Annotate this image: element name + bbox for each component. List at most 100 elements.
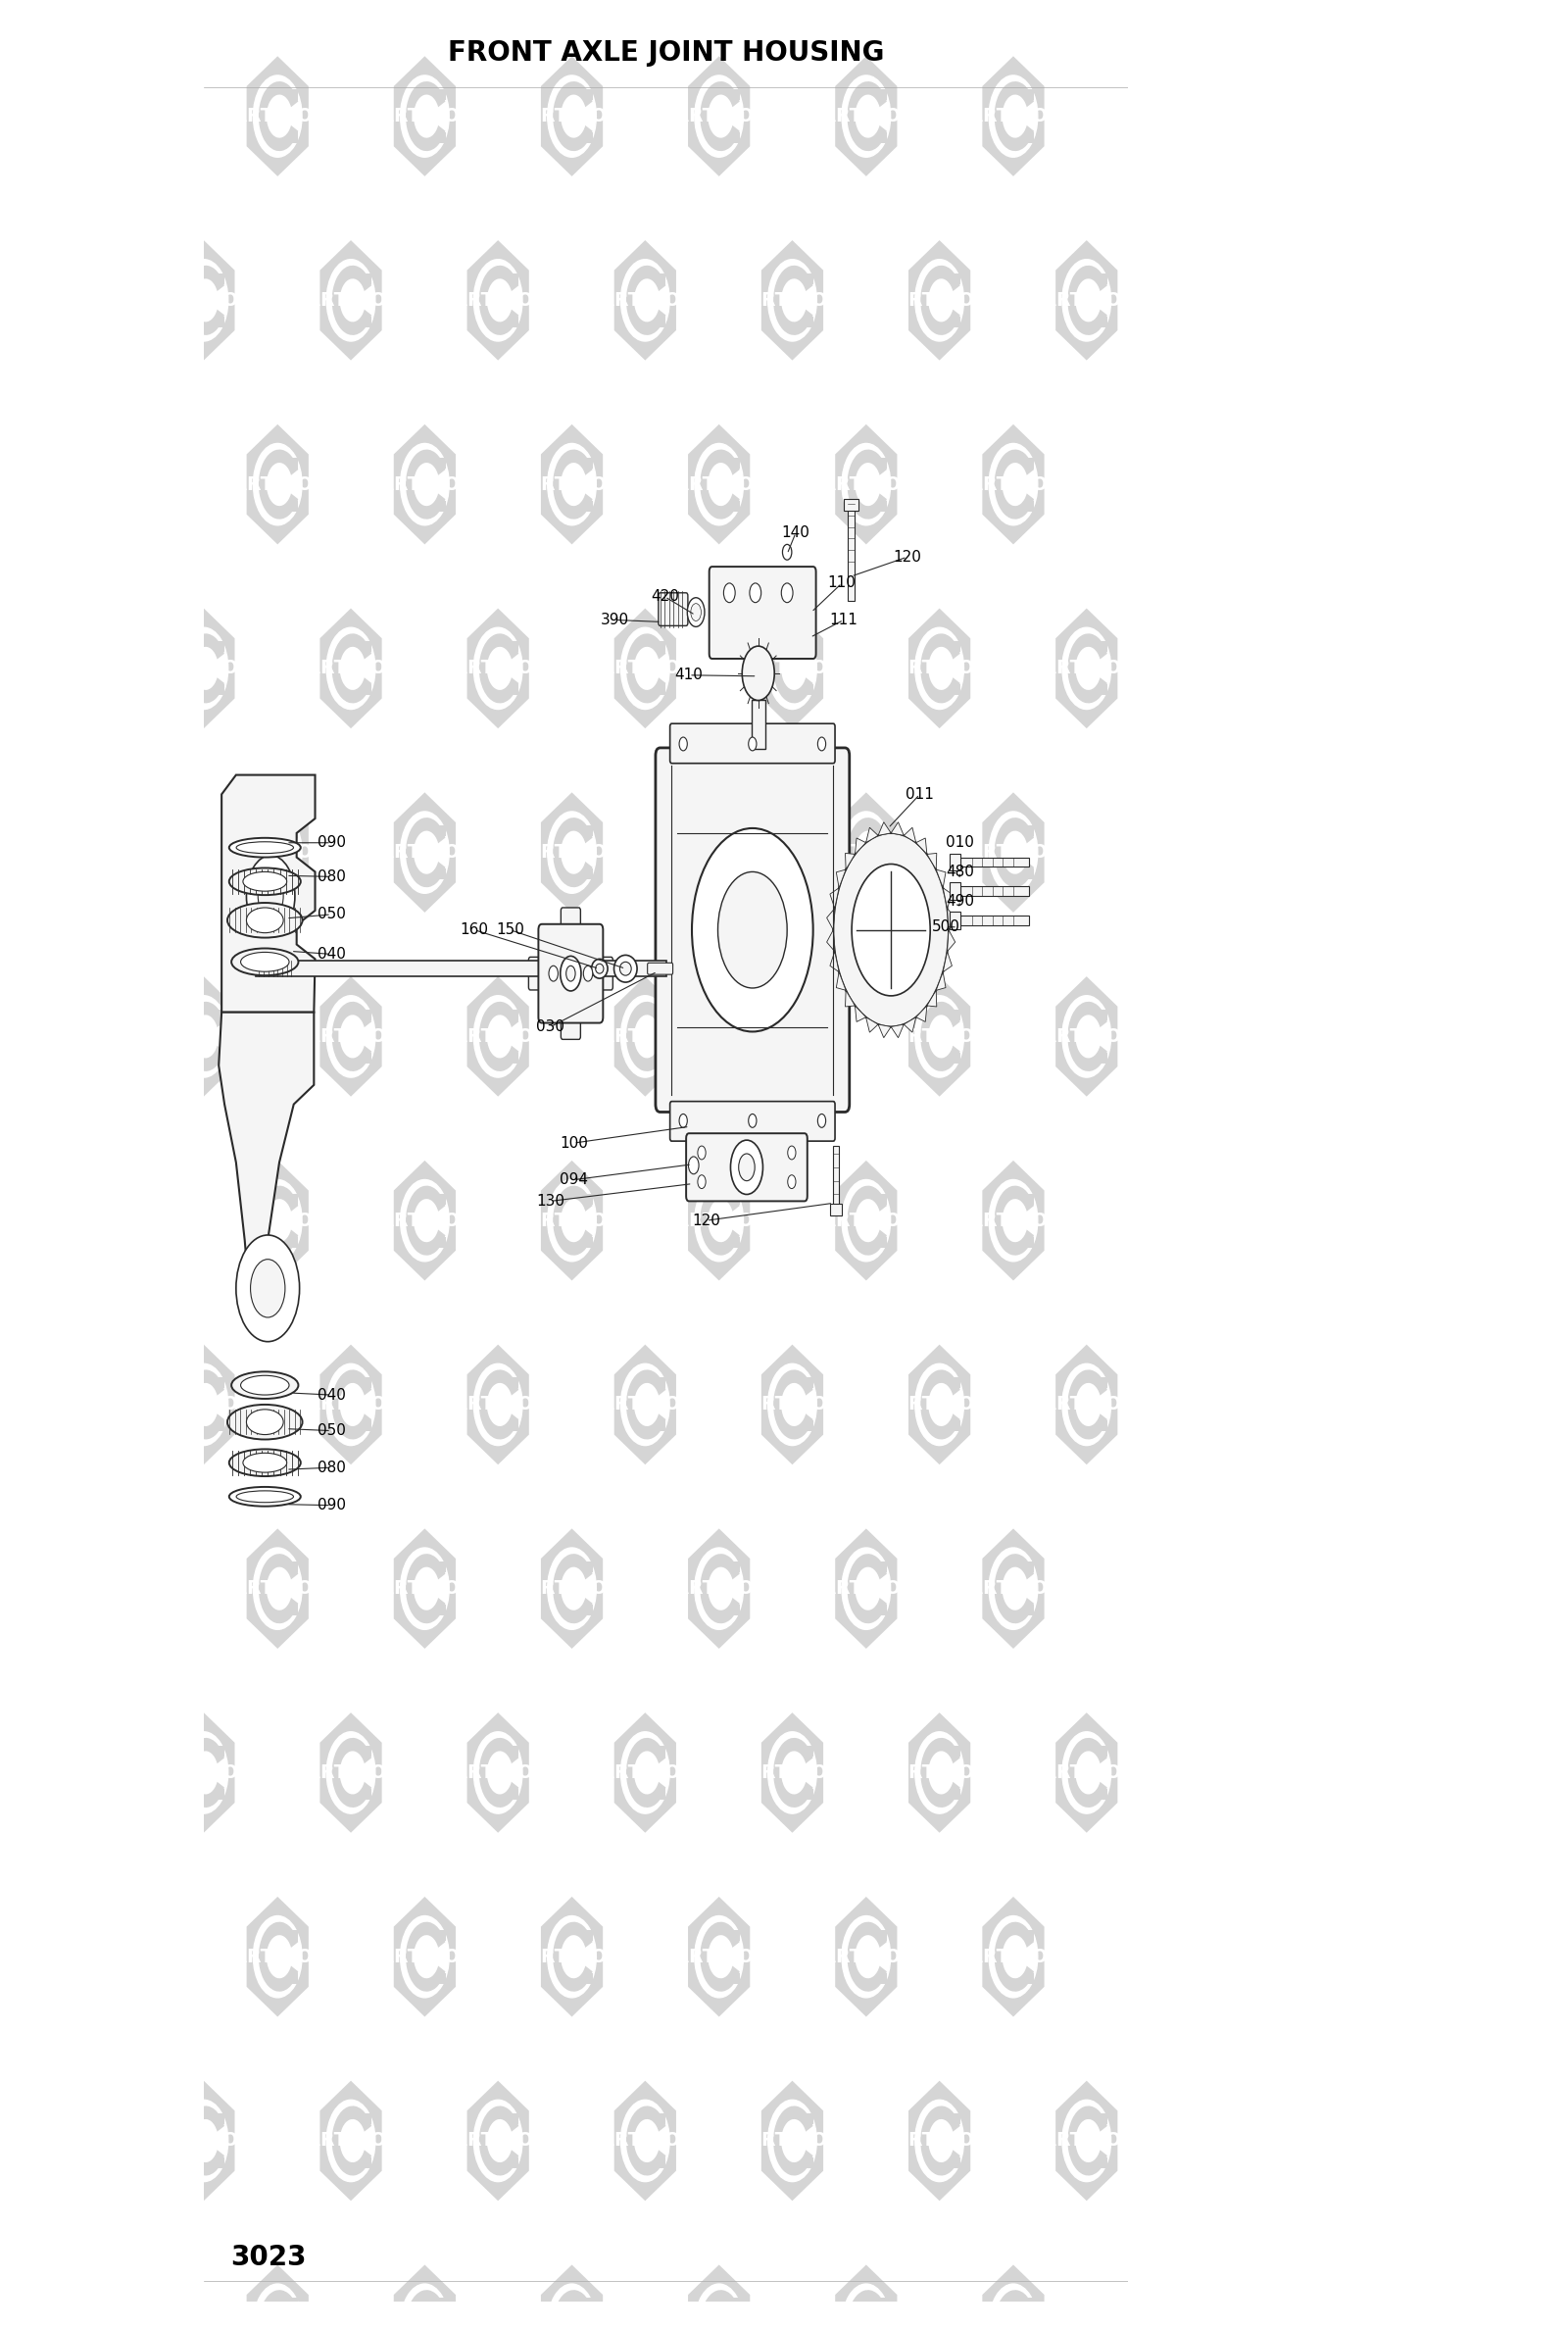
Text: 090: 090 — [317, 836, 345, 850]
Bar — [1027, 824, 1033, 836]
Bar — [586, 1605, 593, 1616]
Circle shape — [1137, 443, 1185, 524]
Bar — [513, 1053, 519, 1064]
Wedge shape — [626, 633, 666, 703]
Polygon shape — [1276, 56, 1339, 177]
Text: COMPART: COMPART — [1167, 1211, 1265, 1230]
Circle shape — [1283, 1549, 1331, 1630]
Circle shape — [768, 1365, 817, 1446]
Circle shape — [254, 1181, 303, 1262]
Bar — [439, 1605, 445, 1616]
Bar — [1322, 89, 1328, 100]
Bar — [439, 1973, 445, 1984]
Polygon shape — [942, 887, 952, 908]
Wedge shape — [773, 2105, 812, 2175]
Polygon shape — [688, 56, 750, 177]
Bar — [144, 1973, 151, 1984]
Polygon shape — [615, 1344, 676, 1465]
Polygon shape — [99, 792, 162, 913]
Polygon shape — [903, 827, 916, 843]
Text: COMPART: COMPART — [1167, 475, 1265, 494]
Bar — [1101, 1008, 1107, 1020]
Circle shape — [326, 2101, 375, 2182]
Bar — [1101, 2115, 1107, 2124]
Polygon shape — [836, 1896, 897, 2017]
Circle shape — [989, 2285, 1038, 2329]
Circle shape — [400, 810, 448, 894]
Text: КОМPART: КОМPART — [687, 1763, 789, 1782]
Ellipse shape — [229, 1449, 301, 1477]
Circle shape — [1283, 75, 1331, 156]
Bar — [1248, 2157, 1254, 2168]
Circle shape — [1062, 627, 1110, 710]
Bar — [1322, 1973, 1328, 1984]
Polygon shape — [936, 971, 946, 990]
Text: 160: 160 — [459, 922, 489, 936]
Text: КОМPART: КОМPART — [982, 1395, 1082, 1414]
Text: КОМPART: КОМPART — [97, 1027, 199, 1046]
Text: COMPART: COMPART — [872, 2315, 972, 2329]
Circle shape — [916, 1365, 964, 1446]
Polygon shape — [947, 929, 955, 953]
Bar — [1101, 317, 1107, 328]
Ellipse shape — [246, 908, 284, 934]
Circle shape — [254, 2285, 303, 2329]
Wedge shape — [847, 1553, 887, 1623]
Text: 490: 490 — [946, 894, 974, 908]
Polygon shape — [1350, 608, 1411, 729]
Circle shape — [621, 1733, 670, 1814]
Polygon shape — [1276, 424, 1339, 545]
Bar — [439, 89, 445, 100]
Wedge shape — [626, 1737, 666, 1807]
Text: COMPART: COMPART — [872, 107, 972, 126]
Bar — [365, 2157, 372, 2168]
Text: COMPART: COMPART — [1019, 107, 1118, 126]
Polygon shape — [1129, 2264, 1192, 2329]
Text: COMPART: COMPART — [946, 291, 1044, 310]
Text: COMPART: COMPART — [1091, 2131, 1192, 2150]
FancyBboxPatch shape — [538, 925, 604, 1022]
Circle shape — [782, 545, 792, 559]
Wedge shape — [332, 2105, 372, 2175]
Text: КОМPART: КОМPART — [760, 1947, 862, 1966]
Circle shape — [1137, 1181, 1185, 1262]
Text: КОМPART: КОМPART — [318, 1947, 420, 1966]
Circle shape — [695, 2285, 743, 2329]
Text: COMPART: COMPART — [1167, 1947, 1265, 1966]
Bar — [1174, 1237, 1181, 1248]
Bar — [513, 1376, 519, 1388]
Text: КОМPART: КОМPART — [760, 1579, 862, 1598]
Text: КОМPART: КОМPART — [834, 2131, 935, 2150]
Wedge shape — [1142, 82, 1181, 151]
Polygon shape — [172, 1344, 235, 1465]
Bar — [950, 911, 960, 929]
Bar — [1396, 685, 1402, 696]
Circle shape — [621, 627, 670, 710]
Text: КОМPART: КОМPART — [613, 843, 715, 862]
Circle shape — [1209, 994, 1258, 1078]
Polygon shape — [541, 56, 602, 177]
Text: КОМPART: КОМPART — [982, 1027, 1082, 1046]
Text: COMPART: COMPART — [798, 2131, 897, 2150]
Polygon shape — [1350, 1344, 1411, 1465]
Bar — [513, 1789, 519, 1800]
Text: COMPART: COMPART — [1386, 1395, 1486, 1414]
Bar — [218, 1789, 224, 1800]
Circle shape — [1209, 627, 1258, 710]
Circle shape — [583, 967, 593, 981]
Bar — [1174, 869, 1181, 880]
Circle shape — [1062, 1733, 1110, 1814]
Text: КОМPART: КОМPART — [466, 843, 568, 862]
Polygon shape — [947, 908, 955, 929]
Polygon shape — [1203, 1712, 1265, 1833]
Wedge shape — [699, 817, 740, 887]
Wedge shape — [554, 1553, 593, 1623]
Text: КОМPART: КОМPART — [392, 291, 494, 310]
Polygon shape — [1350, 976, 1411, 1097]
Wedge shape — [406, 1921, 445, 1991]
Bar — [1248, 1789, 1254, 1800]
Circle shape — [400, 443, 448, 524]
Text: COMPART: COMPART — [577, 107, 677, 126]
Bar — [292, 824, 298, 836]
Wedge shape — [1363, 633, 1402, 703]
